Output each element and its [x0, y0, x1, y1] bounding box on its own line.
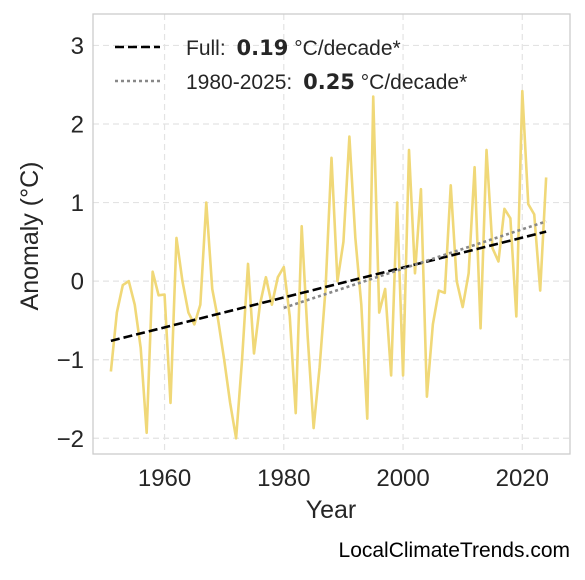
x-tick-label: 1980 — [257, 465, 310, 492]
x-tick-label: 1960 — [138, 465, 191, 492]
series-group — [109, 89, 548, 440]
legend-recent-entry: 1980-2025: 0.25 °C/decade* — [186, 70, 467, 94]
plot-frame — [92, 13, 571, 455]
legend-full-rate: 0.19 — [237, 36, 289, 60]
credit-text: LocalClimateTrends.com — [338, 539, 570, 562]
grid — [93, 14, 570, 454]
anomaly-series-line — [109, 89, 548, 440]
x-tick-label: 2020 — [496, 465, 549, 492]
legend-full-entry: Full: 0.19 °C/decade* — [186, 36, 401, 60]
legend-recent-label: 1980-2025: — [186, 71, 292, 94]
legend-recent-unit: °C/decade* — [361, 71, 467, 94]
y-tick-label: 1 — [71, 190, 84, 217]
recent-trend-line — [283, 220, 547, 310]
legend-recent-rate: 0.25 — [303, 70, 355, 94]
full-trend-line — [110, 230, 547, 343]
legend-full-unit: °C/decade* — [294, 37, 400, 60]
y-tick-label: −2 — [57, 426, 84, 453]
y-tick-label: 0 — [71, 269, 84, 296]
x-axis-label: Year — [306, 496, 357, 524]
y-axis-label: Anomaly (°C) — [16, 162, 44, 311]
y-tick-labels: −2 −1 0 1 2 3 — [57, 33, 84, 453]
legend-full-label: Full: — [186, 37, 226, 60]
legend: Full: 0.19 °C/decade* 1980-2025: 0.25 °C… — [115, 36, 467, 94]
y-tick-label: 2 — [71, 112, 84, 139]
x-tick-labels: 1960 1980 2000 2020 — [138, 465, 549, 492]
x-tick-label: 2000 — [376, 465, 429, 492]
y-tick-label: 3 — [71, 33, 84, 60]
y-tick-label: −1 — [57, 347, 84, 374]
